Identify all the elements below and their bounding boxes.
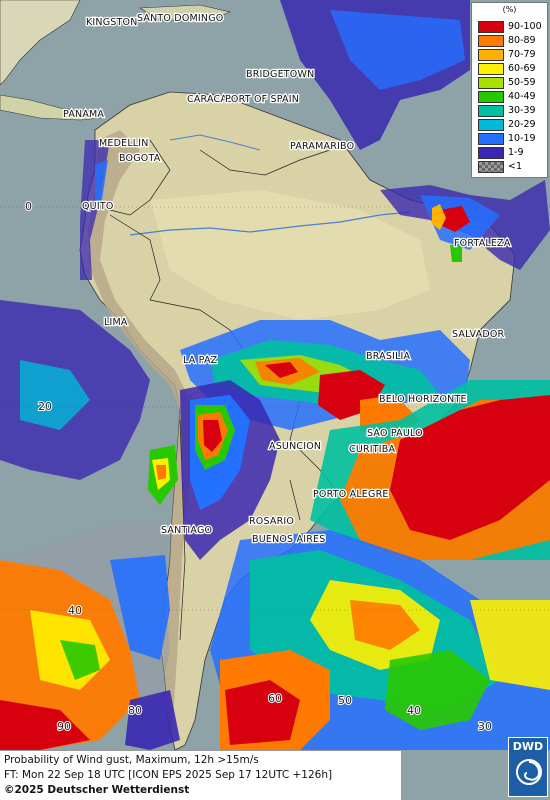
- legend-label: 60-69: [508, 63, 536, 74]
- legend-row: 10-19: [476, 133, 548, 146]
- city-label: PANAMA: [63, 109, 104, 120]
- city-label: ROSARIO: [249, 516, 294, 527]
- orinoco-river: [169, 134, 261, 151]
- city-label: SANTIAGO: [161, 525, 212, 536]
- city-label: FORTALEZA: [454, 238, 511, 249]
- amazon-lowland: [150, 190, 430, 320]
- legend-label: 70-79: [508, 49, 536, 60]
- city-label: LA PAZ: [183, 355, 218, 366]
- latitude-label: 20: [38, 400, 52, 413]
- dwd-logo: DWD: [508, 737, 548, 797]
- longitude-label: 60: [268, 692, 282, 705]
- longitude-label: 40: [407, 704, 421, 717]
- legend-row: 50-59: [476, 77, 548, 90]
- legend-row: 30-39: [476, 105, 548, 118]
- copyright-text: ©2025 Deutscher Wetterdienst: [4, 784, 190, 796]
- city-label: BRIDGETOWN: [246, 69, 314, 80]
- legend-swatch: [478, 77, 504, 89]
- map-info-box: Probability of Wind gust, Maximum, 12h >…: [0, 750, 402, 800]
- city-label: KINGSTON: [86, 17, 138, 28]
- longitude-label: 50: [338, 694, 352, 707]
- legend-swatch: [478, 147, 504, 159]
- legend-swatch: [478, 49, 504, 61]
- city-label: SAO PAULO: [367, 428, 423, 439]
- legend-row: 70-79: [476, 49, 548, 62]
- caribbean-land: [0, 0, 81, 86]
- wind-probability-field: [0, 0, 550, 750]
- latitude-label: 0: [25, 200, 32, 213]
- legend-label: <1: [508, 161, 523, 172]
- city-label: BUENOS AIRES: [252, 534, 325, 545]
- longitude-label: 90: [57, 720, 71, 733]
- legend-row: 20-29: [476, 119, 548, 132]
- legend-swatch: [478, 91, 504, 103]
- longitude-label: 80: [128, 704, 142, 717]
- city-label: CARACAS: [187, 94, 233, 105]
- legend-label: 30-39: [508, 105, 536, 116]
- legend-row: 80-89: [476, 35, 548, 48]
- grid-labels: 0 20 40 90 80 60 50 40 30: [24, 199, 493, 734]
- longitude-label: 30: [478, 720, 492, 733]
- city-label: PORT OF SPAIN: [225, 94, 299, 105]
- legend-swatch: [478, 63, 504, 75]
- city-label: LIMA: [104, 317, 128, 328]
- legend-swatch: [478, 105, 504, 117]
- city-label: MEDELLIN: [99, 138, 149, 149]
- legend-label: 90-100: [508, 21, 542, 32]
- city-label: ASUNCION: [269, 441, 321, 452]
- legend-swatch: [478, 35, 504, 47]
- city-label: BELO HORIZONTE: [379, 394, 467, 405]
- amazon-river: [129, 211, 411, 236]
- latitude-label: 40: [68, 604, 82, 617]
- legend-row: 1-9: [476, 147, 548, 160]
- city-label: PARAMARIBO: [290, 141, 354, 152]
- legend-label: 1-9: [508, 147, 524, 158]
- city-label: SALVADOR: [452, 329, 505, 340]
- legend-row: <1: [476, 161, 548, 174]
- city-label: BOGOTA: [119, 153, 161, 164]
- andes-relief: [88, 130, 195, 730]
- forecast-time: FT: Mon 22 Sep 18 UTC [ICON EPS 2025 Sep…: [4, 769, 333, 781]
- legend-swatch: [478, 21, 504, 33]
- legend-label: 20-29: [508, 119, 536, 130]
- legend-swatch: [478, 119, 504, 131]
- swirl-icon: [516, 759, 542, 785]
- central-america: [0, 94, 101, 121]
- city-label: PORTO ALEGRE: [313, 489, 389, 500]
- color-legend: (%) 90-100 80-89 70-79 60-69 50-59 40-49…: [471, 2, 548, 178]
- city-label: QUITO: [82, 201, 114, 212]
- legend-label: 80-89: [508, 35, 536, 46]
- legend-label: 50-59: [508, 77, 536, 88]
- legend-swatch: [478, 133, 504, 145]
- legend-row: 90-100: [476, 21, 548, 34]
- legend-swatch: [478, 161, 504, 173]
- city-labels: KINGSTON SANTO DOMINGO BRIDGETOWN PANAMA…: [62, 12, 512, 547]
- legend-row: 60-69: [476, 63, 548, 76]
- legend-label: 10-19: [508, 133, 536, 144]
- legend-row: 40-49: [476, 91, 548, 104]
- dwd-logo-text: DWD: [512, 740, 544, 753]
- legend-label: 40-49: [508, 91, 536, 102]
- city-label: SANTO DOMINGO: [137, 13, 223, 24]
- city-label: BRASILIA: [366, 351, 411, 362]
- city-label: CURITIBA: [349, 444, 396, 455]
- legend-unit: (%): [502, 5, 517, 14]
- product-title: Probability of Wind gust, Maximum, 12h >…: [4, 754, 259, 766]
- hispaniola: [138, 4, 231, 21]
